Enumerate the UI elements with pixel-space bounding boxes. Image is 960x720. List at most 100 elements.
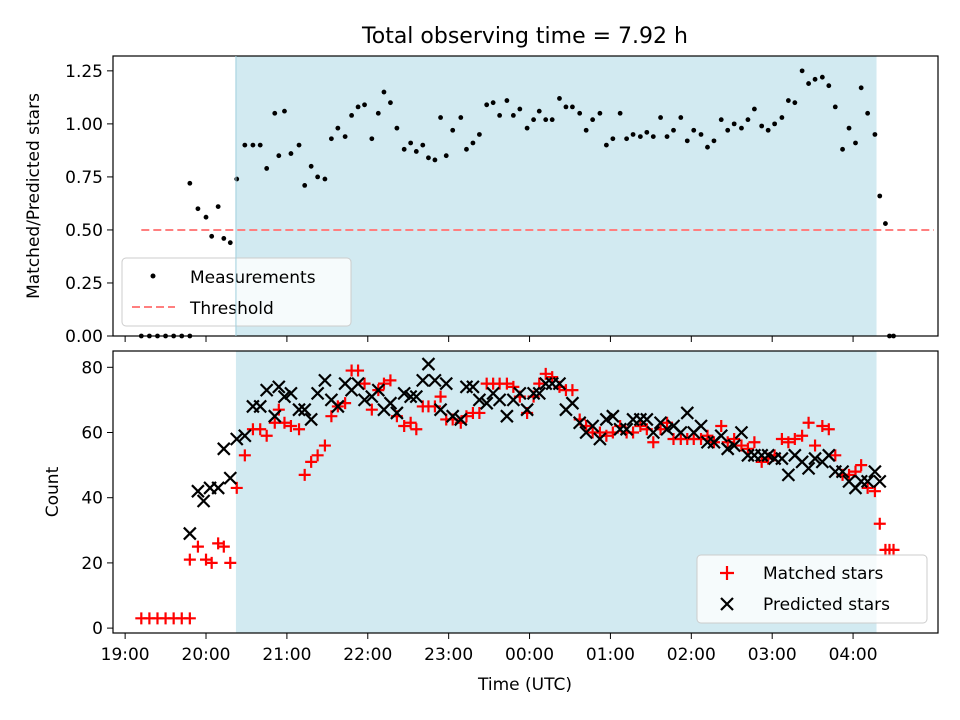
predicted-star-point (513, 386, 527, 401)
predicted-star-point (253, 399, 267, 414)
measurement-point (490, 100, 496, 106)
measurement-point (443, 153, 449, 159)
matched-star-point (298, 468, 311, 481)
bottom-x-tick-label: 20:00 (182, 645, 231, 665)
measurement-point (806, 81, 811, 86)
matched-star-point (428, 400, 441, 413)
matched-star-point (788, 433, 801, 446)
measurement-point (215, 204, 221, 210)
matched-star-point (701, 429, 714, 442)
measurement-point (308, 163, 314, 169)
predicted-star-point (272, 380, 286, 394)
predicted-star-point (183, 526, 197, 541)
predicted-star-point (304, 412, 318, 427)
matched-star-point (873, 517, 886, 530)
measurement-point (826, 83, 832, 89)
predicted-star-point (371, 383, 386, 397)
predicted-star-point (466, 380, 480, 394)
measurement-point (739, 125, 744, 131)
measurement-point (464, 146, 469, 152)
measurement-point (381, 89, 387, 95)
matched-star-point (816, 419, 829, 432)
measurement-point (883, 221, 888, 226)
measurement-point (242, 142, 248, 148)
measurement-point (234, 176, 240, 182)
predicted-star-point (284, 386, 298, 401)
predicted-star-point (267, 409, 282, 423)
measurement-point (759, 123, 765, 129)
measurement-point (315, 174, 321, 180)
measurement-point (276, 153, 282, 159)
measurement-point (658, 115, 663, 120)
measurement-point (349, 112, 355, 118)
measurement-point (476, 132, 482, 137)
measurement-point (597, 110, 603, 116)
bottom-y-tick-label: 40 (81, 489, 103, 509)
measurement-point (221, 236, 227, 241)
predicted-star-point (211, 481, 225, 495)
matched-star-point (183, 553, 196, 566)
measurement-point (264, 166, 270, 171)
bottom-panel: 0 20 40 60 80 19:00 20:00 21:00 22:00 23:00 00:00… (43, 350, 939, 695)
matched-star-point (539, 367, 552, 380)
matched-star-point (755, 455, 768, 468)
matched-star-point (809, 439, 822, 452)
measurement-point (799, 68, 805, 74)
bottom-x-tick-label: 19:00 (101, 645, 150, 665)
bottom-axes-frame (112, 350, 939, 634)
measurement-point (401, 146, 407, 152)
measurement-point (342, 134, 348, 140)
matched-star-point (217, 540, 230, 553)
top-panel: 0.00 0.25 0.50 0.75 1.00 1.25 Matched/Predict… (24, 55, 939, 347)
matched-star-point (822, 423, 835, 436)
predicted-star-point (640, 412, 654, 427)
bottom-x-tick-label: 22:00 (343, 645, 392, 665)
measurement-point (563, 104, 569, 110)
measurement-point (187, 180, 193, 186)
measurement-point (203, 214, 209, 220)
chart-title: Total observing time = 7.92 h (361, 24, 688, 49)
matched-star-point (802, 416, 815, 429)
matched-star-point (434, 390, 447, 403)
predicted-star-point (397, 386, 411, 401)
measurement-point (450, 127, 456, 133)
measurement-point (691, 127, 697, 133)
matched-star-point (473, 406, 486, 419)
matched-star-point (647, 436, 660, 449)
measurement-point (877, 193, 883, 199)
bottom-y-tick-label: 60 (81, 424, 103, 444)
measurement-point (470, 140, 476, 146)
predicted-star-point (720, 442, 735, 456)
matched-star-point (205, 556, 218, 569)
matched-star-point (325, 410, 338, 423)
predicted-star-point (229, 432, 244, 446)
matched-star-point (311, 449, 324, 462)
measurement-point (846, 125, 852, 131)
legend-measurements-marker (150, 273, 156, 279)
predicted-star-point (479, 396, 494, 410)
matched-star-point (284, 419, 297, 432)
matched-star-point (191, 540, 204, 553)
predicted-star-point (761, 448, 775, 463)
predicted-star-point (868, 464, 882, 479)
measurement-point (504, 98, 510, 103)
legend-measurements-label: Measurements (190, 268, 316, 288)
measurement-point (832, 104, 838, 110)
measurement-point (785, 98, 791, 103)
predicted-star-point (585, 419, 600, 433)
measurement-point (772, 121, 778, 127)
measurement-point (865, 110, 871, 116)
bottom-y-axis-label: Count (43, 466, 63, 517)
matched-star-point (365, 403, 378, 416)
measurement-point (369, 136, 375, 142)
top-axes-frame (112, 55, 939, 337)
measurement-point (517, 106, 523, 112)
predicted-star-point (694, 419, 708, 433)
predicted-star-point (383, 396, 398, 410)
matched-star-point (500, 377, 513, 390)
predicted-star-point (619, 422, 634, 437)
predicted-star-point (318, 373, 332, 388)
measurement-point (872, 132, 878, 137)
measurement-point (664, 134, 670, 140)
